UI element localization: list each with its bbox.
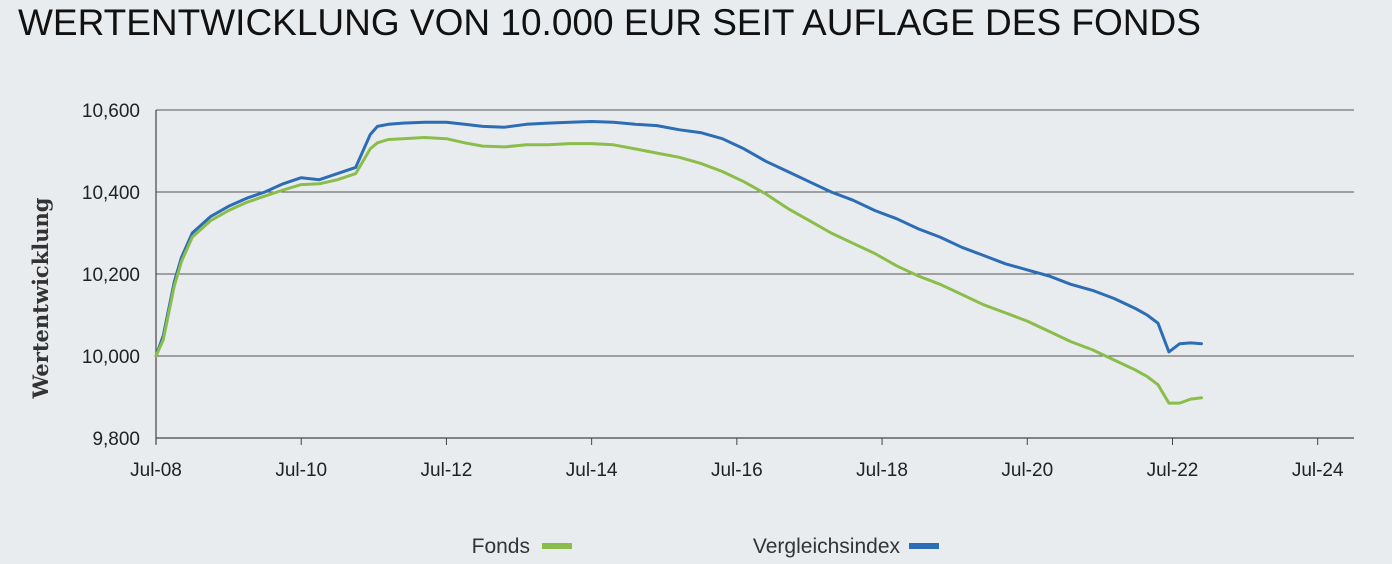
x-tick-label: Jul-10 <box>275 460 327 481</box>
x-tick-label: Jul-20 <box>1001 460 1053 481</box>
y-tick-label: 9,800 <box>92 429 140 450</box>
gridlines <box>156 109 1354 357</box>
x-tick-label: Jul-12 <box>421 460 473 481</box>
x-tick-label: Jul-22 <box>1147 460 1199 481</box>
series-line-fonds <box>154 136 1203 405</box>
chart-title: WERTENTWICKLUNG VON 10.000 EUR SEIT AUFL… <box>18 2 1201 43</box>
x-tick-label: Jul-16 <box>711 460 763 481</box>
x-tick-label: Jul-14 <box>566 460 618 481</box>
y-tick-label: 10,400 <box>82 183 140 204</box>
x-tick-label: Jul-24 <box>1292 460 1344 481</box>
y-tick-label: 10,200 <box>82 265 140 286</box>
axes: 9,800 10,000 10,200 10,400 10,600 Jul-08 Jul-1… <box>28 101 1354 481</box>
y-tick-label: 10,000 <box>82 347 140 368</box>
legend-label-vergleichsindex: Vergleichsindex <box>753 535 901 558</box>
x-tick-label: Jul-18 <box>856 460 908 481</box>
legend: Fonds Vergleichsindex <box>472 535 939 558</box>
series-line-vergleichsindex <box>154 120 1203 358</box>
y-axis-label: Wertentwicklung <box>28 197 53 399</box>
legend-label-fonds: Fonds <box>472 535 530 558</box>
series-lines <box>154 120 1203 405</box>
x-tick-label: Jul-08 <box>130 460 182 481</box>
y-tick-label: 10,600 <box>82 101 140 122</box>
